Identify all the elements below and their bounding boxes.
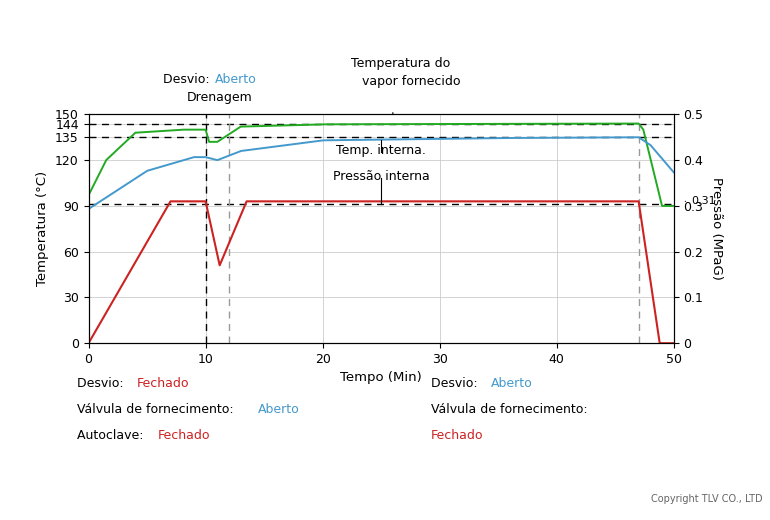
Text: Válvula de fornecimento:: Válvula de fornecimento: [431, 403, 588, 416]
Text: Aberto: Aberto [258, 403, 300, 416]
Text: Desvio:: Desvio: [163, 73, 214, 86]
Text: Fechado: Fechado [431, 429, 484, 442]
Text: Autoclave:: Autoclave: [77, 429, 148, 442]
Text: 0.31: 0.31 [691, 197, 716, 206]
Text: Fechado: Fechado [136, 377, 189, 390]
Text: Válvula de fornecimento:: Válvula de fornecimento: [77, 403, 238, 416]
Text: Copyright TLV CO., LTD: Copyright TLV CO., LTD [651, 495, 762, 504]
Text: vapor fornecido: vapor fornecido [362, 75, 460, 88]
Text: Pressão interna: Pressão interna [333, 170, 430, 183]
Y-axis label: Temperatura (°C): Temperatura (°C) [36, 171, 49, 287]
Text: Temperatura do: Temperatura do [350, 57, 450, 70]
Text: Aberto: Aberto [490, 377, 532, 390]
Text: Temp. interna.: Temp. interna. [336, 144, 426, 157]
Text: Desvio:: Desvio: [431, 377, 482, 390]
Text: Aberto: Aberto [215, 73, 256, 86]
Text: Desvio:: Desvio: [77, 377, 128, 390]
Text: Drenagem: Drenagem [186, 91, 252, 104]
X-axis label: Tempo (Min): Tempo (Min) [340, 371, 422, 384]
Y-axis label: Pressão (MPaG): Pressão (MPaG) [710, 177, 723, 280]
Text: Fechado: Fechado [158, 429, 210, 442]
